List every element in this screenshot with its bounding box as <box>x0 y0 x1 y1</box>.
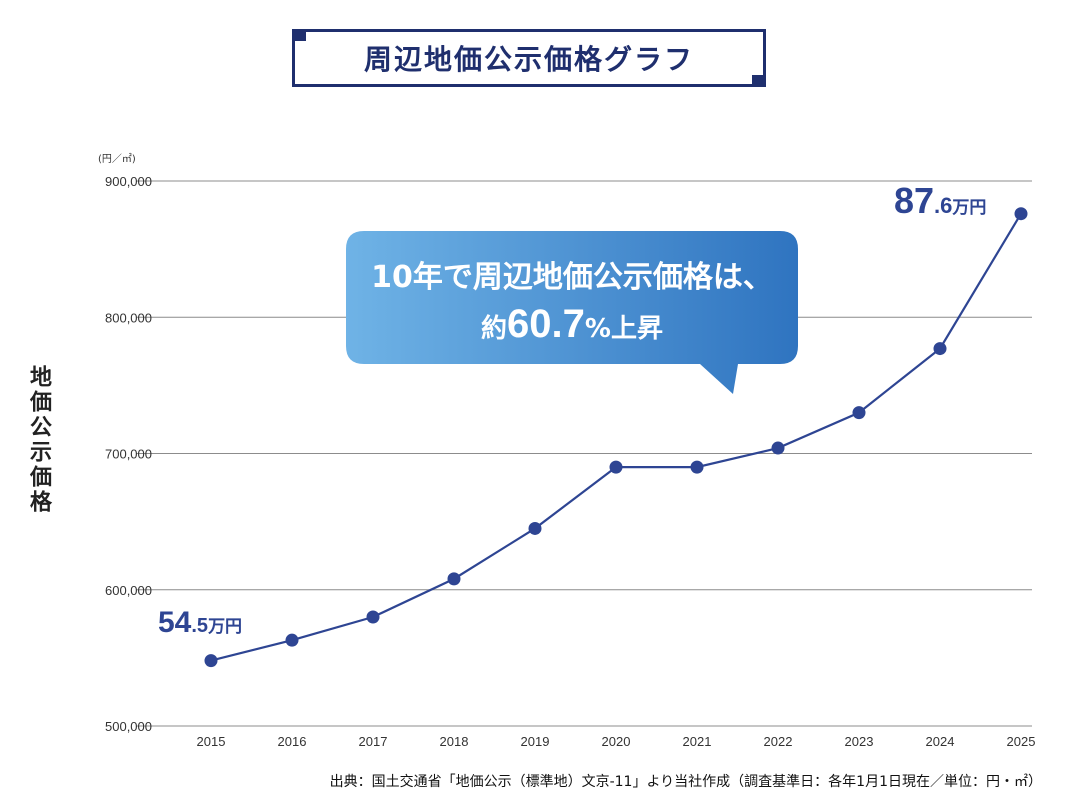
callout-line-2: 約60.7%上昇 <box>481 302 663 346</box>
callout-bubble <box>346 231 798 394</box>
data-point <box>366 610 380 624</box>
callout-suffix: %上昇 <box>585 314 663 344</box>
data-point <box>690 460 704 474</box>
callout-percent-value: 60.7 <box>507 302 585 346</box>
data-point <box>528 521 542 535</box>
y-tick-label: 700,000 <box>105 447 152 462</box>
start-value-unit: 万円 <box>207 617 242 637</box>
y-axis-title: 地価公示価格 <box>26 365 51 515</box>
chart-title-box: 周辺地価公示価格グラフ <box>292 29 766 87</box>
x-tick-label: 2025 <box>1007 734 1036 749</box>
source-note: 出典：国土交通省「地価公示（標準地）文京-11」より当社作成（調査基準日：各年1… <box>329 774 1042 790</box>
data-point <box>609 460 623 474</box>
data-points <box>204 207 1028 668</box>
x-tick-label: 2023 <box>845 734 874 749</box>
x-tick-label: 2019 <box>521 734 550 749</box>
data-point <box>933 342 947 356</box>
start-value-integer: 54 <box>158 606 192 639</box>
end-value-unit: 万円 <box>951 198 986 218</box>
x-tick-label: 2021 <box>683 734 712 749</box>
y-tick-label: 500,000 <box>105 719 152 734</box>
chart-title: 周辺地価公示価格グラフ <box>363 43 694 76</box>
start-value-decimal: .5 <box>191 615 208 637</box>
increase-callout: 10年で周辺地価公示価格は、 約60.7%上昇 <box>346 231 798 394</box>
data-point <box>204 654 218 668</box>
x-tick-label: 2017 <box>359 734 388 749</box>
data-point <box>1014 207 1028 221</box>
end-value-decimal: .6 <box>934 193 952 218</box>
end-value-integer: 87 <box>894 180 934 221</box>
start-value-label: 54.5万円 <box>158 606 242 639</box>
end-value-label: 87.6万円 <box>894 180 986 221</box>
x-tick-label: 2018 <box>440 734 469 749</box>
x-tick-label: 2016 <box>278 734 307 749</box>
y-axis-ticks: 500,000 600,000 700,000 800,000 900,000 <box>105 174 152 734</box>
data-point <box>285 633 299 647</box>
y-tick-label: 800,000 <box>105 310 152 325</box>
data-point <box>447 572 461 586</box>
x-tick-label: 2015 <box>197 734 226 749</box>
data-point <box>852 406 866 420</box>
callout-prefix: 約 <box>481 313 507 344</box>
y-tick-label: 600,000 <box>105 583 152 598</box>
x-tick-label: 2020 <box>602 734 631 749</box>
callout-line-1: 10年で周辺地価公示価格は、 <box>371 260 773 295</box>
x-tick-label: 2022 <box>764 734 793 749</box>
y-unit-label: (円／㎡) <box>98 153 136 165</box>
y-tick-label: 900,000 <box>105 174 152 189</box>
x-tick-label: 2024 <box>926 734 955 749</box>
x-axis-ticks: 2015 2016 2017 2018 2019 2020 2021 2022 2023 2024… <box>197 734 1036 749</box>
data-point <box>771 441 785 455</box>
gridlines <box>136 180 1032 727</box>
